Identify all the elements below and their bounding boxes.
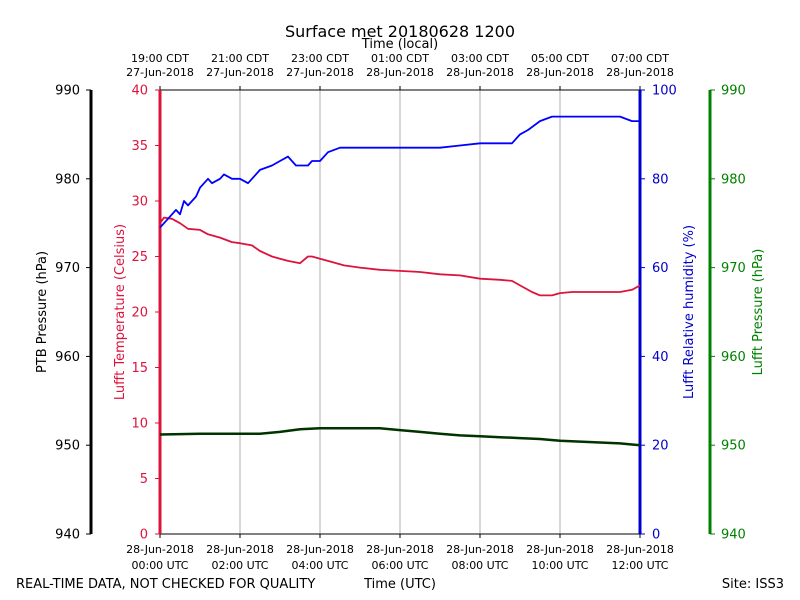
top-tick-label-line1: 03:00 CDT (451, 52, 509, 65)
bottom-tick-label-line1: 28-Jun-2018 (446, 543, 514, 556)
rh-tick-label: 20 (652, 439, 669, 454)
temp-tick-label: 40 (131, 84, 148, 99)
axes (86, 86, 715, 538)
top-tick-label-line1: 23:00 CDT (291, 52, 349, 65)
top-tick-label-line1: 19:00 CDT (131, 52, 189, 65)
bottom-axis-label: Time (UTC) (363, 577, 436, 592)
top-tick-label-line2: 27-Jun-2018 (206, 66, 274, 79)
ptb-tick-label: 960 (55, 350, 80, 365)
bottom-tick-label-line1: 28-Jun-2018 (206, 543, 274, 556)
site-label: Site: ISS3 (722, 577, 784, 592)
bottom-tick-label-line2: 10:00 UTC (531, 559, 588, 572)
temp-tick-label: 10 (131, 417, 148, 432)
bottom-tick-label-line2: 00:00 UTC (131, 559, 188, 572)
bottom-tick-label-line2: 12:00 UTC (611, 559, 668, 572)
top-tick-label-line1: 21:00 CDT (211, 52, 269, 65)
top-tick-label-line1: 05:00 CDT (531, 52, 589, 65)
top-tick-label-line1: 07:00 CDT (611, 52, 669, 65)
ptb-tick-label: 970 (55, 261, 80, 276)
bottom-tick-label-line2: 02:00 UTC (211, 559, 268, 572)
lufft-pressure-axis-title: Lufft Pressure (hPa) (751, 249, 766, 376)
temp-tick-label: 30 (131, 195, 148, 210)
top-tick-label-line2: 27-Jun-2018 (286, 66, 354, 79)
series-ptb-pressure (159, 427, 641, 447)
top-tick-label-line1: 01:00 CDT (371, 52, 429, 65)
top-tick-label-line2: 28-Jun-2018 (446, 66, 514, 79)
rh-tick-label: 0 (652, 528, 660, 543)
series-lines (159, 115, 641, 447)
temp-tick-label: 20 (131, 306, 148, 321)
temp-tick-label: 0 (140, 528, 148, 543)
temp-axis-title: Lufft Temperature (Celsius) (113, 224, 128, 400)
top-tick-label-line2: 27-Jun-2018 (126, 66, 194, 79)
temp-tick-label: 25 (131, 250, 148, 265)
rh-tick-label: 100 (652, 84, 677, 99)
lufft_p-tick-label: 950 (721, 439, 746, 454)
lufft_p-tick-label: 970 (721, 261, 746, 276)
lufft_p-tick-label: 990 (721, 84, 746, 99)
ptb-axis-title: PTB Pressure (hPa) (35, 251, 50, 373)
bottom-tick-label-line2: 08:00 UTC (451, 559, 508, 572)
ptb-tick-label: 990 (55, 84, 80, 99)
temp-tick-label: 5 (140, 472, 148, 487)
rh-tick-label: 40 (652, 350, 669, 365)
bottom-tick-label-line2: 04:00 UTC (291, 559, 348, 572)
bottom-tick-label-line1: 28-Jun-2018 (286, 543, 354, 556)
bottom-tick-label-line1: 28-Jun-2018 (366, 543, 434, 556)
temp-tick-label: 15 (131, 361, 148, 376)
top-tick-label-line2: 28-Jun-2018 (366, 66, 434, 79)
top-tick-label-line2: 28-Jun-2018 (526, 66, 594, 79)
grid-lines (239, 90, 561, 534)
lufft_p-tick-label: 960 (721, 350, 746, 365)
top-tick-label-line2: 28-Jun-2018 (606, 66, 674, 79)
quality-disclaimer: REAL-TIME DATA, NOT CHECKED FOR QUALITY (16, 577, 315, 592)
bottom-tick-label-line1: 28-Jun-2018 (606, 543, 674, 556)
bottom-tick-label-line2: 06:00 UTC (371, 559, 428, 572)
ptb-tick-label: 950 (55, 439, 80, 454)
temp-tick-label: 35 (131, 139, 148, 154)
series-lufft-relative-humidity (159, 115, 640, 229)
series-lufft-temperature (159, 216, 641, 297)
ptb-tick-label: 940 (55, 528, 80, 543)
top-axis-label: Time (local) (361, 37, 438, 52)
bottom-tick-label-line1: 28-Jun-2018 (126, 543, 194, 556)
rh-axis-title: Lufft Relative humidity (%) (682, 225, 697, 399)
rh-tick-label: 80 (652, 172, 669, 187)
ptb-tick-label: 980 (55, 172, 80, 187)
lufft_p-tick-label: 940 (721, 528, 746, 543)
bottom-tick-label-line1: 28-Jun-2018 (526, 543, 594, 556)
chart-title: Surface met 20180628 1200 (285, 22, 515, 41)
rh-tick-label: 60 (652, 261, 669, 276)
lufft_p-tick-label: 980 (721, 172, 746, 187)
